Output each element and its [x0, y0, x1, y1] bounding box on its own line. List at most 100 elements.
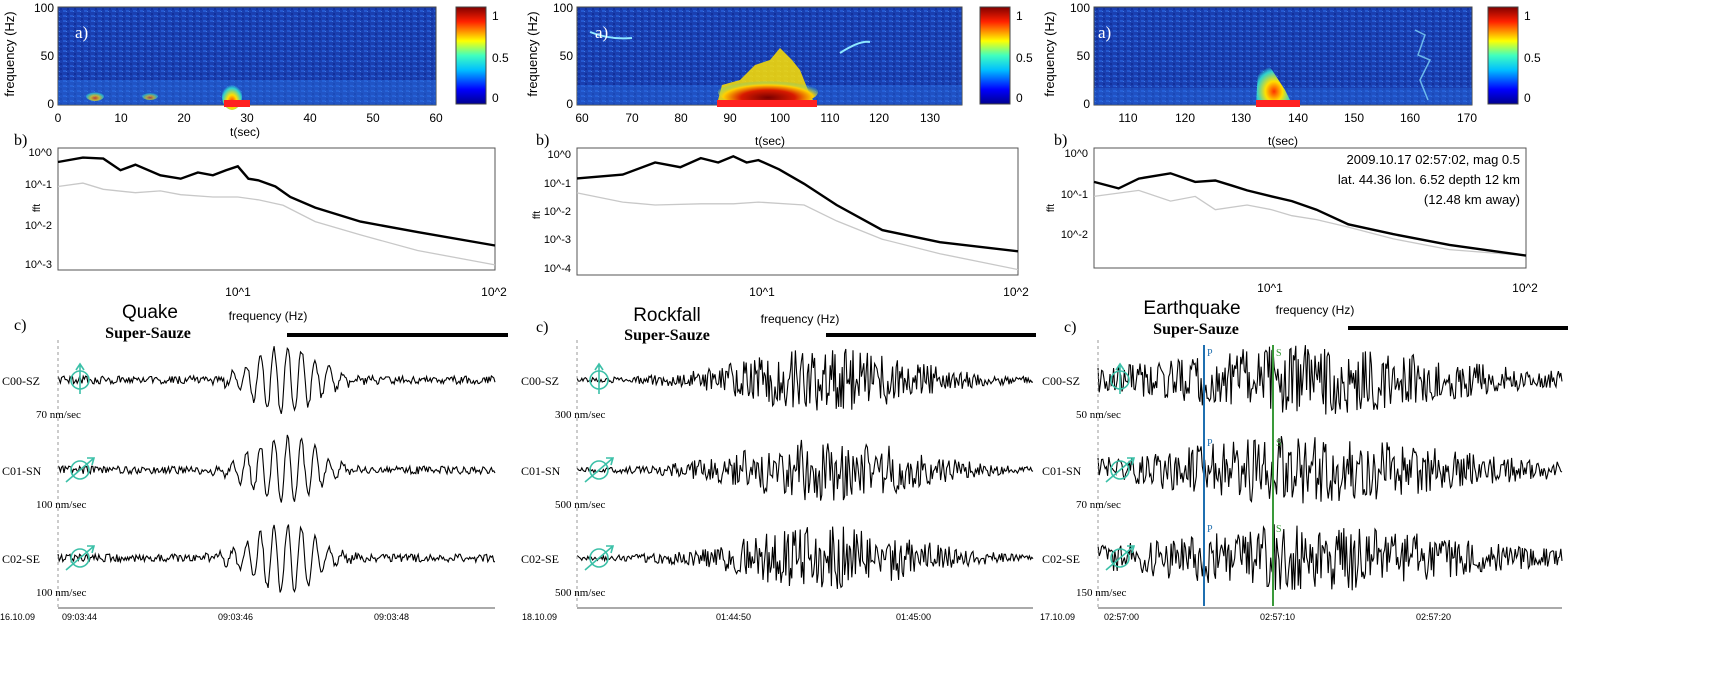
seismogram-trace	[1097, 524, 1563, 591]
seismogram-traces: C00-SZ 70 nm/sec C01-SN 100 nm/sec C02-SE 100…	[2, 346, 496, 599]
fft-series-group	[57, 156, 496, 266]
event-window-marker	[224, 100, 250, 107]
fft-plot-area-rockfall	[576, 147, 1019, 276]
spectrogram-quake	[57, 6, 437, 106]
seismogram-trace	[1097, 436, 1563, 504]
colorbar-ticks: 1 0.5 0	[492, 9, 509, 105]
sensor-orientation-icon	[1110, 548, 1130, 568]
seismogram-trace	[57, 346, 496, 414]
time-ticks: 01:44:50 01:45:00	[716, 612, 931, 622]
fft-xlabel: frequency (Hz)	[1276, 303, 1355, 317]
sensor-orientation-icon	[589, 548, 609, 568]
fft-signal-line	[576, 154, 1019, 253]
sensor-axis-arrow-icon	[594, 362, 604, 394]
s-pick-label: S	[1276, 438, 1282, 449]
p-pick-label: P	[1207, 348, 1213, 359]
spectrogram-yticks: 100 50 0	[553, 1, 573, 111]
fft-signal-line	[57, 156, 496, 247]
sensor-axis-arrow-icon	[65, 545, 96, 571]
seismogram-trace	[1097, 345, 1563, 415]
spectrogram-xticks: 110 120 130 140 150 160 170	[1118, 111, 1477, 125]
date-label: 18.10.09	[522, 612, 557, 622]
xtick-label: 10^2	[1512, 281, 1538, 295]
xtick-label: 10	[114, 111, 128, 125]
time-tick: 01:44:50	[716, 612, 751, 622]
ytick-label: 100	[553, 1, 573, 15]
ytick-label: 50	[41, 49, 55, 63]
xtick-label: 120	[1175, 111, 1195, 125]
xtick-label: 120	[869, 111, 889, 125]
colorbar-tick: 0	[492, 91, 499, 105]
ytick-label: 10^-2	[544, 206, 571, 218]
subplot-label-c: c)	[1064, 319, 1076, 336]
ytick-label: 0	[1083, 97, 1090, 111]
fft-yticks: 10^0 10^-1 10^-2 10^-3 10^-4	[544, 149, 571, 275]
spectrogram-ylabel: frequency (Hz)	[2, 11, 17, 96]
fft-series-group	[576, 154, 1019, 271]
sensor-orientation-icon	[70, 460, 90, 480]
spectrogram-xticks: 60 70 80 90 100 110 120 130	[575, 111, 940, 125]
spectrogram-event-energy	[1256, 62, 1292, 104]
spectrogram-event-energy	[718, 78, 818, 106]
sensor-axis-arrow-icon	[1105, 545, 1136, 571]
fft-signal-line	[1093, 172, 1527, 257]
xtick-label: 140	[1288, 111, 1308, 125]
time-tick: 02:57:20	[1416, 612, 1451, 622]
channel-scale: 50 nm/sec	[1076, 409, 1121, 421]
ytick-label: 10^-4	[544, 263, 571, 275]
xtick-label: 10^1	[1257, 281, 1283, 295]
annotation-line: 2009.10.17 02:57:02, mag 0.5	[1347, 152, 1520, 167]
colorbar-tick: 0.5	[1524, 51, 1541, 65]
colorbar-tick: 0	[1016, 91, 1023, 105]
time-ticks: 09:03:44 09:03:46 09:03:48	[62, 612, 409, 622]
ytick-label: 100	[34, 1, 54, 15]
fft-series-group	[1093, 172, 1527, 257]
xtick-label: 150	[1344, 111, 1364, 125]
xtick-label: 110	[820, 111, 839, 125]
colorbar-tick: 1	[1016, 9, 1023, 23]
spectrogram-noise-feature	[1414, 29, 1432, 101]
time-tick: 09:03:44	[62, 612, 97, 622]
fft-xticks: 10^1 10^2	[1257, 281, 1538, 295]
subplot-label-b: b)	[536, 132, 549, 149]
channel-scale: 300 nm/sec	[555, 409, 606, 421]
xtick-label: 10^1	[225, 285, 251, 299]
colorbar-tick: 0	[1524, 91, 1531, 105]
ytick-label: 10^0	[1064, 148, 1088, 160]
channel-name: C02-SE	[521, 552, 559, 566]
fft-plot-area-quake	[57, 147, 496, 271]
xtick-label: 50	[366, 111, 380, 125]
panel-title-rockfall: Rockfall	[633, 305, 701, 326]
time-tick: 02:57:10	[1260, 612, 1295, 622]
channel-name: C00-SZ	[1042, 374, 1080, 388]
channel-scale: 100 nm/sec	[36, 587, 87, 599]
ytick-label: 10^-1	[25, 179, 52, 191]
channel-name: C02-SE	[1042, 552, 1080, 566]
colorbar-tick: 0.5	[1016, 51, 1033, 65]
colorbar	[455, 6, 487, 105]
sensor-axis-arrow-icon	[584, 457, 615, 483]
s-pick-label: S	[1276, 524, 1282, 535]
colorbar-tick: 0.5	[492, 51, 509, 65]
subplot-label-b: b)	[14, 132, 27, 149]
ytick-label: 50	[1077, 49, 1091, 63]
subplot-label-a: a)	[75, 23, 88, 42]
xtick-label: 160	[1400, 111, 1420, 125]
ytick-label: 10^-1	[544, 178, 571, 190]
spectrogram-xticks: 0 10 20 30 40 50 60	[55, 111, 443, 125]
annotation-line: lat. 44.36 lon. 6.52 depth 12 km	[1338, 172, 1520, 187]
ytick-label: 10^-3	[25, 259, 52, 271]
colorbar-tick: 1	[1524, 9, 1531, 23]
fft-ylabel: fft	[1046, 204, 1057, 212]
xtick-label: 100	[770, 111, 790, 125]
channel-scale: 100 nm/sec	[36, 499, 87, 511]
ytick-label: 10^0	[547, 149, 571, 161]
xtick-label: 130	[920, 111, 940, 125]
xtick-label: 20	[177, 111, 191, 125]
ytick-label: 0	[566, 97, 573, 111]
sensor-axis-arrow-icon	[1105, 457, 1136, 483]
seismogram-traces: C00-SZ 300 nm/sec C01-SN 500 nm/sec C02-SE 50…	[521, 348, 1034, 599]
xtick-label: 60	[429, 111, 443, 125]
spectrogram-xlabel: t(sec)	[230, 125, 260, 139]
colorbar-ticks: 1 0.5 0	[1524, 9, 1541, 105]
